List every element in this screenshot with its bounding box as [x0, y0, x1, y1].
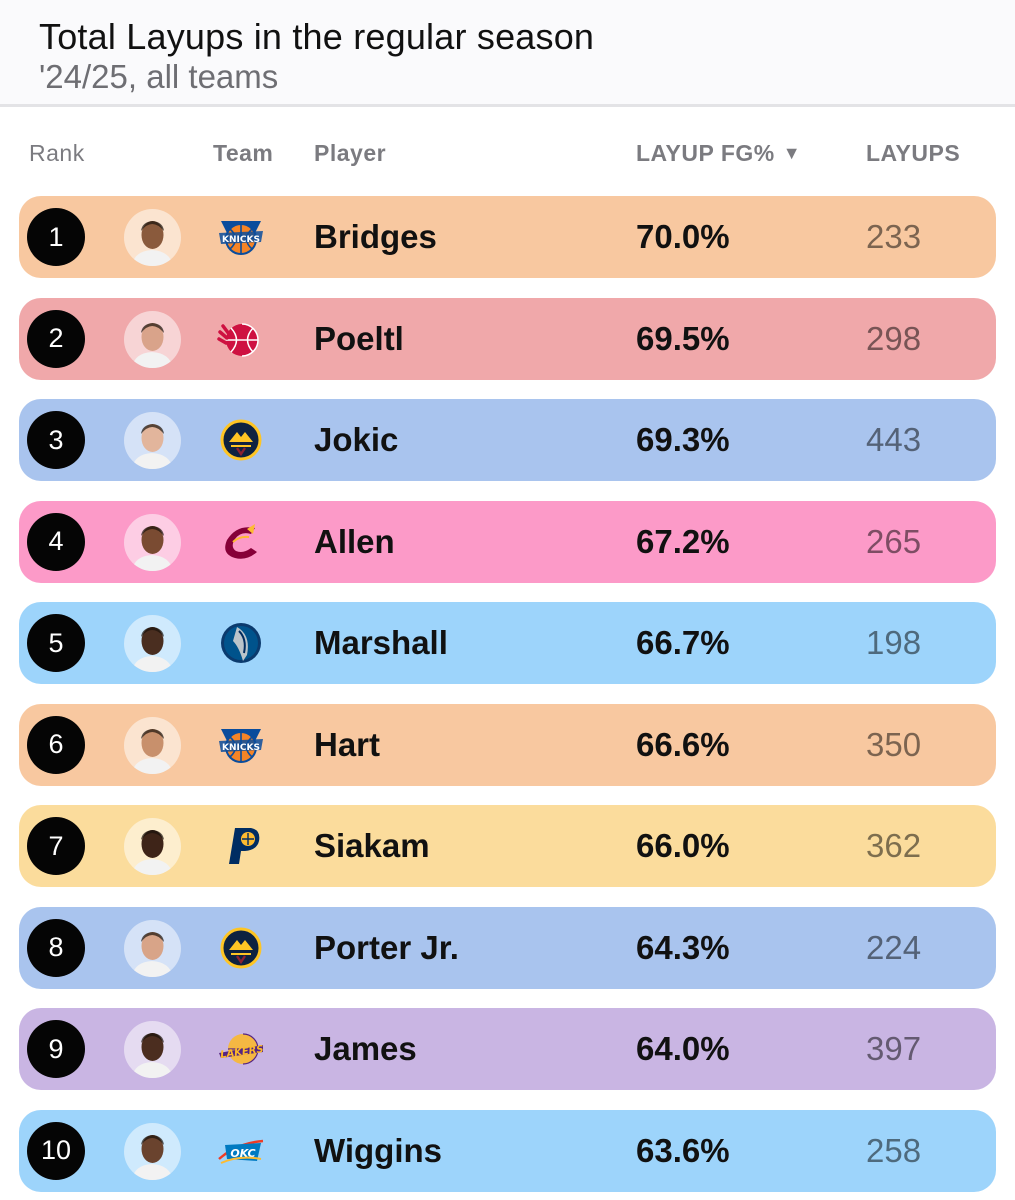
column-header-rank[interactable]: Rank — [29, 140, 85, 166]
layups-count: 265 — [866, 522, 922, 560]
player-name: Jokic — [314, 421, 399, 458]
layup-fg-pct: 64.3% — [636, 928, 730, 966]
layups-count: 298 — [866, 319, 922, 357]
player-avatar — [124, 1021, 181, 1078]
rank-badge: 9 — [27, 1020, 85, 1078]
column-header-layups[interactable]: LAYUPS — [866, 140, 961, 166]
leaderboard-row[interactable]: 6 KNICKS Hart 66.6% 350 — [19, 703, 996, 786]
page-subtitle: '24/25, all teams — [39, 58, 279, 95]
leaderboard-row[interactable]: 8 Porter Jr. 64.3% 224 — [19, 906, 996, 989]
page-title: Total Layups in the regular season — [39, 16, 595, 57]
column-header-team[interactable]: Team — [213, 140, 274, 166]
layup-fg-pct: 66.0% — [636, 827, 730, 864]
player-avatar — [124, 310, 181, 368]
nuggets-logo-icon — [217, 926, 265, 970]
raptors-logo-icon — [217, 317, 265, 361]
player-avatar — [124, 716, 181, 774]
layups-count: 258 — [866, 1131, 922, 1169]
leaderboard-row[interactable]: 7 Siakam 66.0% 362 — [19, 805, 996, 887]
rank-badge: 1 — [27, 208, 85, 266]
layups-count: 443 — [866, 421, 922, 458]
column-header-player[interactable]: Player — [314, 140, 387, 166]
player-name: James — [314, 1030, 417, 1067]
layup-fg-pct: 67.2% — [636, 522, 730, 560]
knicks-logo-icon: KNICKS — [217, 215, 265, 259]
layups-count: 397 — [866, 1030, 922, 1067]
layups-count: 233 — [866, 218, 922, 255]
rank-badge: 10 — [27, 1121, 85, 1180]
leaderboard-list: 1 KNICKS Bridges 70.0% 233 2 Poeltl 69.5% 298 3 Jo… — [19, 196, 996, 1200]
player-name: Poeltl — [314, 319, 404, 357]
player-name: Porter Jr. — [314, 928, 459, 966]
player-name: Marshall — [314, 624, 448, 661]
layup-fg-pct: 66.7% — [636, 624, 730, 661]
svg-text:KNICKS: KNICKS — [222, 235, 260, 245]
leaderboard-row[interactable]: 2 Poeltl 69.5% 298 — [19, 297, 996, 380]
pacers-logo-icon — [217, 824, 265, 868]
header: Total Layups in the regular season '24/2… — [0, 0, 1015, 107]
layup-fg-pct: 63.6% — [636, 1131, 730, 1169]
layups-count: 224 — [866, 928, 922, 966]
player-name: Hart — [314, 725, 381, 763]
layup-fg-pct: 69.3% — [636, 421, 730, 458]
leaderboard-row[interactable]: 5 Marshall 66.7% 198 — [19, 602, 996, 684]
leaderboard-row[interactable]: 10 OKC Wiggins 63.6% 258 — [19, 1109, 996, 1192]
player-name: Bridges — [314, 218, 437, 255]
player-avatar — [124, 209, 181, 266]
nuggets-logo-icon — [217, 418, 265, 462]
layup-fg-pct: 70.0% — [636, 218, 730, 255]
leaderboard-row[interactable]: 9 LAKERS James 64.0% 397 — [19, 1008, 996, 1090]
player-avatar — [124, 919, 181, 977]
player-avatar — [124, 615, 181, 672]
layup-fg-pct: 66.6% — [636, 725, 730, 763]
player-avatar — [124, 412, 181, 469]
layup-fg-pct: 64.0% — [636, 1030, 730, 1067]
player-name: Allen — [314, 522, 395, 560]
column-header-layup-fg-pct-label: LAYUP FG% — [636, 140, 775, 166]
sort-descending-icon: ▼ — [782, 143, 802, 163]
rank-badge: 4 — [27, 512, 85, 571]
layups-count: 350 — [866, 725, 922, 763]
leaderboard-row[interactable]: 3 Jokic 69.3% 443 — [19, 399, 996, 481]
layups-count: 198 — [866, 624, 922, 661]
layups-count: 362 — [866, 827, 922, 864]
knicks-logo-icon: KNICKS — [217, 723, 265, 767]
lakers-logo-icon: LAKERS — [217, 1027, 265, 1071]
player-avatar — [124, 818, 181, 875]
leaderboard-row[interactable]: 4 Allen 67.2% 265 — [19, 500, 996, 583]
player-name: Siakam — [314, 827, 430, 864]
thunder-logo-icon: OKC — [217, 1129, 265, 1173]
rank-badge: 7 — [27, 817, 85, 875]
column-header-layup-fg-pct[interactable]: LAYUP FG% ▼ — [636, 140, 801, 167]
layup-fg-pct: 69.5% — [636, 319, 730, 357]
player-avatar — [124, 1122, 181, 1180]
svg-text:KNICKS: KNICKS — [222, 743, 260, 753]
leaderboard-row[interactable]: 1 KNICKS Bridges 70.0% 233 — [19, 196, 996, 278]
cavaliers-logo-icon — [217, 520, 265, 564]
rank-badge: 6 — [27, 715, 85, 774]
mavericks-logo-icon — [217, 621, 265, 665]
player-name: Wiggins — [314, 1131, 443, 1169]
player-avatar — [124, 513, 181, 571]
rank-badge: 8 — [27, 918, 85, 977]
rank-badge: 2 — [27, 309, 85, 368]
rank-badge: 3 — [27, 411, 85, 469]
rank-badge: 5 — [27, 614, 85, 672]
